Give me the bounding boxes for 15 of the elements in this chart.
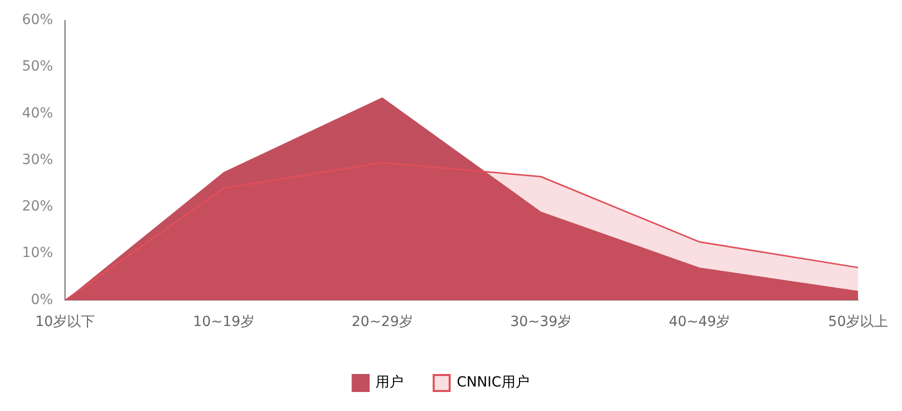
y-tick-label: 30% [22, 152, 54, 168]
x-tick-label: 50岁以上 [828, 314, 888, 330]
y-tick-label: 20% [22, 198, 54, 215]
x-tick-label: 10~19岁 [193, 314, 254, 330]
y-tick-label: 50% [22, 58, 54, 75]
x-tick-label: 10岁以下 [35, 314, 96, 330]
x-tick-label: 20~29岁 [352, 314, 413, 330]
y-tick-label: 60% [22, 12, 54, 28]
y-tick-label: 0% [30, 292, 54, 308]
y-tick-label: 40% [22, 105, 54, 122]
x-tick-label: 30~39岁 [510, 314, 572, 330]
legend-label: 用户 [376, 374, 404, 391]
legend-label: CNNIC用户 [456, 374, 530, 391]
y-tick-label: 10% [22, 245, 54, 262]
x-tick-label: 40~49岁 [668, 314, 730, 330]
